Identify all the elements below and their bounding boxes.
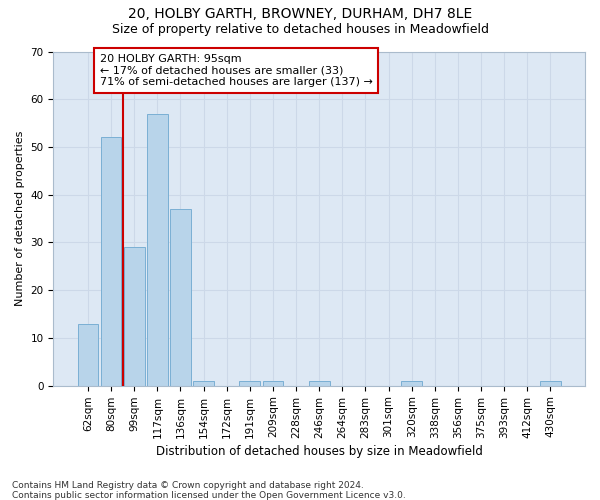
Y-axis label: Number of detached properties: Number of detached properties	[15, 131, 25, 306]
Bar	[170, 209, 191, 386]
Bar	[540, 381, 561, 386]
Bar	[147, 114, 168, 386]
X-axis label: Distribution of detached houses by size in Meadowfield: Distribution of detached houses by size …	[156, 444, 482, 458]
Bar	[77, 324, 98, 386]
Bar	[193, 381, 214, 386]
Text: 20 HOLBY GARTH: 95sqm
← 17% of detached houses are smaller (33)
71% of semi-deta: 20 HOLBY GARTH: 95sqm ← 17% of detached …	[100, 54, 373, 87]
Text: 20, HOLBY GARTH, BROWNEY, DURHAM, DH7 8LE: 20, HOLBY GARTH, BROWNEY, DURHAM, DH7 8L…	[128, 8, 472, 22]
Text: Contains public sector information licensed under the Open Government Licence v3: Contains public sector information licen…	[12, 490, 406, 500]
Text: Contains HM Land Registry data © Crown copyright and database right 2024.: Contains HM Land Registry data © Crown c…	[12, 480, 364, 490]
Bar	[239, 381, 260, 386]
Text: Size of property relative to detached houses in Meadowfield: Size of property relative to detached ho…	[112, 22, 488, 36]
Bar	[401, 381, 422, 386]
Bar	[309, 381, 329, 386]
Bar	[124, 248, 145, 386]
Bar	[101, 138, 121, 386]
Bar	[263, 381, 283, 386]
